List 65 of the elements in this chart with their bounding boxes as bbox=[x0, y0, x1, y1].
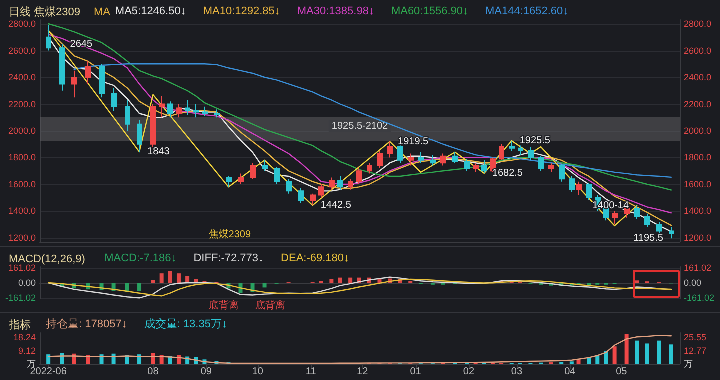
y2-tick-label: 2600.0 bbox=[684, 46, 712, 56]
x-tick-label: 05 bbox=[616, 366, 628, 378]
text: MA144:1652.60↓ bbox=[485, 6, 569, 18]
text: 底背离 bbox=[256, 300, 286, 312]
y2-tick-label: 2800.0 bbox=[684, 19, 712, 30]
series-label: MACD:-7.186↓ bbox=[104, 252, 177, 264]
annotation: 焦煤2309 bbox=[208, 228, 252, 240]
x-tick-label: 01 bbox=[410, 366, 422, 378]
x-tick-label: 08 bbox=[148, 366, 160, 378]
y-tick-label: 161.02 bbox=[8, 262, 36, 273]
annotation: 1925.5 bbox=[520, 135, 551, 146]
y2-tick-label: 2000.0 bbox=[684, 126, 712, 136]
series-label: DIFF:-72.773↓ bbox=[194, 252, 264, 264]
y2-tick-label: 万 bbox=[684, 359, 693, 369]
y2-tick-label: 2400.0 bbox=[684, 72, 712, 83]
y2-tick-label: 2200.0 bbox=[684, 99, 712, 110]
y-tick-label: 2600.0 bbox=[8, 46, 36, 56]
y-tick-label: 2400.0 bbox=[8, 72, 36, 83]
legend-title: MA bbox=[94, 6, 112, 18]
x-tick-label: 02 bbox=[463, 366, 475, 378]
text: DEA:-69.180↓ bbox=[281, 252, 350, 264]
annotation: 1682.5 bbox=[492, 168, 524, 179]
annotation: 1195.5 bbox=[634, 233, 664, 244]
band-label: 1925.5-2102 bbox=[332, 120, 389, 132]
y2-tick-label: 1200.0 bbox=[684, 232, 712, 243]
y2-tick-label: 1400.0 bbox=[684, 206, 712, 216]
x-tick-label: 03 bbox=[511, 366, 523, 378]
y-tick-label: 18.24 bbox=[13, 332, 36, 343]
chart-title: 日线 焦煤2309 bbox=[9, 6, 81, 18]
text: MA30:1385.98↓ bbox=[297, 6, 374, 18]
annotation: 1442.5 bbox=[320, 200, 352, 212]
annotation: 1919.5 bbox=[398, 136, 430, 148]
y2-tick-label: 25.55 bbox=[684, 332, 707, 343]
text: 持仓量: 178057↓ bbox=[46, 318, 128, 330]
x-tick-label: 04 bbox=[564, 366, 576, 378]
text: 成交量: 13.35万↓ bbox=[144, 318, 228, 330]
y-tick-label: 1200.0 bbox=[8, 232, 36, 243]
x-tick-label: 12 bbox=[357, 366, 369, 378]
annotation: 1843 bbox=[148, 146, 170, 158]
chart-title: MACD(12,26,9) bbox=[9, 254, 86, 266]
y-tick-label: 1800.0 bbox=[8, 152, 36, 163]
text: MA60:1556.90↓ bbox=[391, 6, 469, 18]
x-tick-label: 09 bbox=[200, 366, 212, 378]
x-tick-label: 11 bbox=[306, 366, 317, 378]
x-tick-label: 10 bbox=[252, 366, 264, 378]
y-tick-label: 1600.0 bbox=[8, 179, 36, 190]
y-tick-label: 2200.0 bbox=[8, 99, 36, 110]
text: MA5:1246.50↓ bbox=[115, 6, 186, 18]
x-tick-label: 2022-06 bbox=[30, 366, 68, 378]
y-tick-label: 9.12 bbox=[18, 346, 36, 356]
chart-title: 指标 bbox=[8, 320, 31, 332]
y-tick-label: 万 bbox=[27, 359, 36, 369]
y-tick-label: 0.00 bbox=[18, 278, 36, 288]
y2-tick-label: 161.02 bbox=[684, 262, 712, 273]
y-tick-label: 2000.0 bbox=[8, 126, 36, 136]
y-tick-label: 1400.0 bbox=[8, 206, 36, 216]
y-tick-label: -161.02 bbox=[5, 293, 36, 304]
y2-tick-label: 1600.0 bbox=[684, 179, 712, 190]
y2-tick-label: 1800.0 bbox=[684, 152, 712, 163]
y2-tick-label: 12.77 bbox=[684, 346, 707, 356]
text: MA10:1292.85↓ bbox=[203, 6, 280, 18]
y-tick-label: 2800.0 bbox=[8, 19, 36, 30]
text: 底背离 bbox=[208, 300, 239, 312]
y2-tick-label: -161.02 bbox=[684, 293, 715, 304]
y2-tick-label: 0.00 bbox=[684, 278, 702, 288]
